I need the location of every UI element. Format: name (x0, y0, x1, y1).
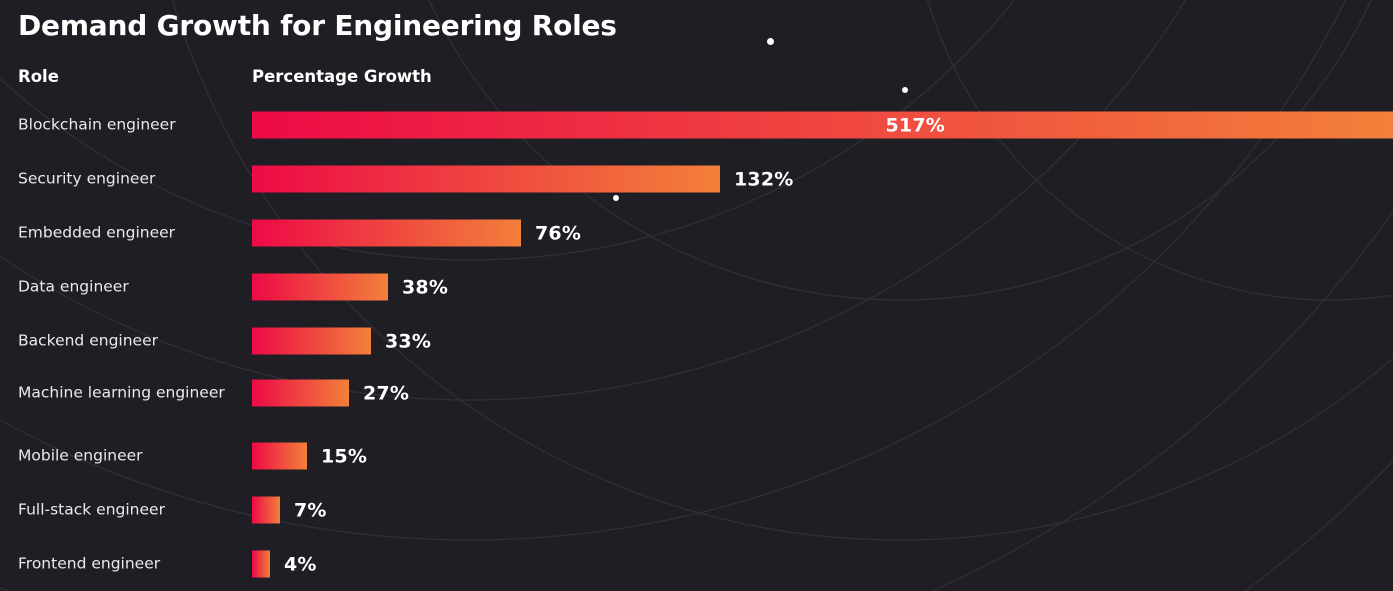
decorative-dot-icon (613, 195, 619, 201)
bar (252, 442, 307, 470)
decorative-dot-icon (902, 87, 908, 93)
table-row: Mobile engineer 15% (0, 429, 1393, 483)
bar-value-label: 33% (385, 330, 432, 352)
bar-track: 38% (252, 273, 1393, 301)
row-label-role: Full-stack engineer (18, 500, 165, 519)
row-label-role: Security engineer (18, 169, 156, 188)
column-header-growth: Percentage Growth (252, 67, 432, 86)
bar-track: 132% (252, 165, 1393, 193)
bar-value-label: 7% (294, 499, 327, 521)
bar (252, 273, 388, 301)
bar-track: 15% (252, 442, 1393, 470)
bar-value-label: 15% (321, 445, 368, 467)
table-row: Data engineer 38% (0, 260, 1393, 314)
row-label-role: Embedded engineer (18, 223, 176, 242)
bar-value-label: 27% (363, 382, 410, 404)
bar (252, 327, 371, 355)
bar (252, 219, 521, 247)
bar-track: 7% (252, 496, 1393, 524)
table-row: Blockchain engineer 517% (0, 98, 1393, 152)
bar-value-label: 76% (535, 222, 582, 244)
bar-value-label: 38% (402, 276, 449, 298)
row-label-role: Backend engineer (18, 331, 158, 350)
table-row: Full-stack engineer 7% (0, 483, 1393, 537)
bar: 517% (252, 111, 1393, 139)
bar (252, 550, 270, 578)
table-row: Frontend engineer 4% (0, 537, 1393, 591)
row-label-role: Machine learning engineer (18, 383, 225, 402)
table-row: Machine learning engineer 27% (0, 366, 1393, 420)
bar (252, 379, 349, 407)
table-row: Embedded engineer 76% (0, 206, 1393, 260)
row-label-role: Blockchain engineer (18, 115, 176, 134)
bar-track: 4% (252, 550, 1393, 578)
decorative-dot-icon (766, 37, 774, 45)
bar-track: 27% (252, 379, 1393, 407)
bar-track: 517% (252, 111, 1393, 139)
table-row: Backend engineer 33% (0, 314, 1393, 368)
row-label-role: Frontend engineer (18, 554, 161, 573)
table-row: Security engineer 132% (0, 152, 1393, 206)
row-label-role: Data engineer (18, 277, 129, 296)
page-title: Demand Growth for Engineering Roles (18, 9, 617, 42)
bar (252, 496, 280, 524)
bar-value-label: 4% (284, 553, 317, 575)
bar-track: 33% (252, 327, 1393, 355)
column-header-role: Role (18, 67, 59, 86)
bar-value-label: 132% (734, 168, 794, 190)
bar-track: 76% (252, 219, 1393, 247)
bar (252, 165, 720, 193)
bar-value-label: 517% (885, 114, 945, 136)
row-label-role: Mobile engineer (18, 446, 143, 465)
